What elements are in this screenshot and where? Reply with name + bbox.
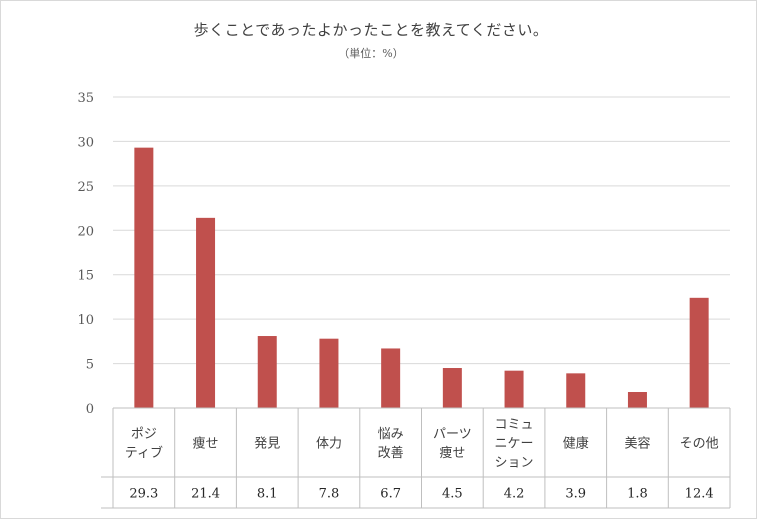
- data-table-value: 12.4: [685, 487, 714, 502]
- bar: [196, 217, 216, 408]
- category-label: 悩み: [378, 427, 404, 442]
- category-label: 痩せ: [439, 445, 465, 461]
- category-label: ティブ: [125, 445, 163, 461]
- y-tick-label: 5: [86, 358, 94, 373]
- category-label: 発見: [254, 437, 280, 452]
- y-tick-label: 10: [77, 313, 94, 328]
- chart-title: 歩くことであったよかったことを教えてください。: [193, 21, 549, 39]
- bar: [257, 336, 277, 408]
- category-label: ニケー: [495, 437, 534, 452]
- chart-subtitle: （単位：%）: [338, 47, 404, 60]
- category-label: 体力: [316, 437, 342, 452]
- category-label: 美容: [624, 436, 650, 452]
- data-table-value: 6.7: [380, 487, 401, 502]
- y-tick-label: 25: [77, 180, 94, 195]
- bar: [381, 348, 401, 408]
- y-tick-label: 35: [77, 91, 94, 106]
- data-table-value: 8.1: [257, 487, 278, 502]
- category-label: コミュ: [495, 418, 534, 433]
- y-tick-label: 15: [77, 269, 94, 284]
- y-tick-label: 30: [77, 135, 94, 150]
- bar: [134, 147, 154, 409]
- category-label: その他: [680, 437, 719, 452]
- category-label: 健康: [563, 436, 589, 452]
- y-tick-label: 0: [86, 402, 94, 417]
- category-label: ション: [495, 456, 534, 471]
- bar: [504, 370, 524, 408]
- data-table-value: 7.8: [319, 487, 340, 502]
- data-table-value: 29.3: [129, 487, 158, 502]
- bar: [442, 368, 462, 408]
- data-table-value: 21.4: [191, 487, 220, 502]
- category-label: パーツ: [433, 427, 472, 442]
- data-table-value: 4.2: [504, 487, 525, 502]
- y-tick-label: 20: [77, 224, 94, 239]
- bar: [689, 297, 709, 408]
- category-label: 改善: [378, 445, 404, 461]
- bar: [319, 338, 339, 408]
- data-table-value: 3.9: [565, 487, 586, 502]
- bar: [627, 392, 647, 408]
- category-label: ポジ: [131, 427, 157, 442]
- data-table-value: 1.8: [627, 487, 648, 502]
- bar: [566, 373, 586, 408]
- category-label: 痩せ: [193, 436, 219, 452]
- data-table-value: 4.5: [442, 487, 463, 502]
